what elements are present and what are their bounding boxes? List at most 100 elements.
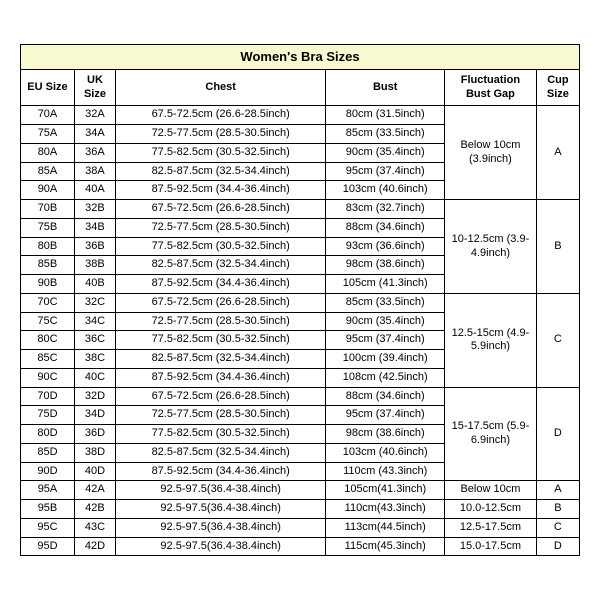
table-row: 95C43C92.5-97.5(36.4-38.4inch)113cm(44.5… — [21, 518, 580, 537]
cell-eu: 75B — [21, 218, 75, 237]
cell-bust: 115cm(45.3inch) — [326, 537, 445, 556]
cell-uk: 40D — [74, 462, 115, 481]
cell-uk: 38B — [74, 256, 115, 275]
cell-uk: 34D — [74, 406, 115, 425]
cell-eu: 80A — [21, 143, 75, 162]
cell-bust: 95cm (37.4inch) — [326, 331, 445, 350]
table-row: 70B32B67.5-72.5cm (26.6-28.5inch)83cm (3… — [21, 200, 580, 219]
cell-eu: 90C — [21, 368, 75, 387]
cell-chest: 72.5-77.5cm (28.5-30.5inch) — [115, 312, 325, 331]
cell-uk: 32A — [74, 106, 115, 125]
cell-chest: 92.5-97.5(36.4-38.4inch) — [115, 481, 325, 500]
cell-uk: 38D — [74, 443, 115, 462]
cell-bust: 108cm (42.5inch) — [326, 368, 445, 387]
cell-bust: 90cm (35.4inch) — [326, 312, 445, 331]
cell-eu: 75D — [21, 406, 75, 425]
cell-chest: 72.5-77.5cm (28.5-30.5inch) — [115, 406, 325, 425]
cell-bust: 103cm (40.6inch) — [326, 443, 445, 462]
cell-chest: 72.5-77.5cm (28.5-30.5inch) — [115, 218, 325, 237]
cell-cup: C — [536, 293, 579, 387]
cell-eu: 95D — [21, 537, 75, 556]
cell-bust: 110cm(43.3inch) — [326, 500, 445, 519]
cell-eu: 90A — [21, 181, 75, 200]
cell-uk: 32B — [74, 200, 115, 219]
cell-fluct: 15.0-17.5cm — [445, 537, 537, 556]
cell-bust: 80cm (31.5inch) — [326, 106, 445, 125]
cell-eu: 95C — [21, 518, 75, 537]
cell-chest: 87.5-92.5cm (34.4-36.4inch) — [115, 462, 325, 481]
cell-chest: 82.5-87.5cm (32.5-34.4inch) — [115, 350, 325, 369]
cell-cup: B — [536, 200, 579, 294]
cell-bust: 105cm (41.3inch) — [326, 275, 445, 294]
cell-chest: 92.5-97.5(36.4-38.4inch) — [115, 518, 325, 537]
cell-uk: 36A — [74, 143, 115, 162]
cell-uk: 40C — [74, 368, 115, 387]
cell-bust: 88cm (34.6inch) — [326, 387, 445, 406]
cell-uk: 34B — [74, 218, 115, 237]
table-row: 95B42B92.5-97.5(36.4-38.4inch)110cm(43.3… — [21, 500, 580, 519]
cell-cup: D — [536, 537, 579, 556]
cell-uk: 40A — [74, 181, 115, 200]
cell-bust: 98cm (38.6inch) — [326, 425, 445, 444]
col-eu: EU Size — [21, 69, 75, 106]
cell-eu: 70D — [21, 387, 75, 406]
cell-eu: 85B — [21, 256, 75, 275]
cell-eu: 70C — [21, 293, 75, 312]
cell-uk: 42D — [74, 537, 115, 556]
cell-uk: 38A — [74, 162, 115, 181]
cell-cup: D — [536, 387, 579, 481]
cell-bust: 85cm (33.5inch) — [326, 125, 445, 144]
cell-chest: 77.5-82.5cm (30.5-32.5inch) — [115, 331, 325, 350]
col-cup: Cup Size — [536, 69, 579, 106]
cell-cup: C — [536, 518, 579, 537]
cell-uk: 34C — [74, 312, 115, 331]
title-row: Women's Bra Sizes — [21, 44, 580, 69]
cell-chest: 87.5-92.5cm (34.4-36.4inch) — [115, 275, 325, 294]
cell-chest: 87.5-92.5cm (34.4-36.4inch) — [115, 181, 325, 200]
cell-uk: 36C — [74, 331, 115, 350]
cell-eu: 80C — [21, 331, 75, 350]
cell-chest: 77.5-82.5cm (30.5-32.5inch) — [115, 237, 325, 256]
cell-eu: 85D — [21, 443, 75, 462]
cell-eu: 85A — [21, 162, 75, 181]
col-chest: Chest — [115, 69, 325, 106]
cell-chest: 82.5-87.5cm (32.5-34.4inch) — [115, 443, 325, 462]
cell-bust: 110cm (43.3inch) — [326, 462, 445, 481]
cell-bust: 85cm (33.5inch) — [326, 293, 445, 312]
cell-eu: 75A — [21, 125, 75, 144]
cell-cup: A — [536, 481, 579, 500]
table-row: 95D42D92.5-97.5(36.4-38.4inch)115cm(45.3… — [21, 537, 580, 556]
cell-eu: 75C — [21, 312, 75, 331]
cell-fluct: Below 10cm (3.9inch) — [445, 106, 537, 200]
table-body: 70A32A67.5-72.5cm (26.6-28.5inch)80cm (3… — [21, 106, 580, 556]
cell-chest: 67.5-72.5cm (26.6-28.5inch) — [115, 106, 325, 125]
cell-bust: 113cm(44.5inch) — [326, 518, 445, 537]
cell-eu: 95B — [21, 500, 75, 519]
table-title: Women's Bra Sizes — [21, 44, 580, 69]
cell-chest: 87.5-92.5cm (34.4-36.4inch) — [115, 368, 325, 387]
cell-fluct: 10-12.5cm (3.9-4.9inch) — [445, 200, 537, 294]
table-row: 95A42A92.5-97.5(36.4-38.4inch)105cm(41.3… — [21, 481, 580, 500]
cell-fluct: 12.5-15cm (4.9-5.9inch) — [445, 293, 537, 387]
cell-bust: 88cm (34.6inch) — [326, 218, 445, 237]
cell-chest: 67.5-72.5cm (26.6-28.5inch) — [115, 387, 325, 406]
cell-uk: 42A — [74, 481, 115, 500]
cell-eu: 70A — [21, 106, 75, 125]
cell-chest: 67.5-72.5cm (26.6-28.5inch) — [115, 200, 325, 219]
cell-bust: 95cm (37.4inch) — [326, 162, 445, 181]
col-uk: UK Size — [74, 69, 115, 106]
cell-fluct: 10.0-12.5cm — [445, 500, 537, 519]
header-row: EU Size UK Size Chest Bust Fluctuation B… — [21, 69, 580, 106]
cell-uk: 38C — [74, 350, 115, 369]
cell-uk: 40B — [74, 275, 115, 294]
cell-chest: 82.5-87.5cm (32.5-34.4inch) — [115, 162, 325, 181]
table-row: 70D32D67.5-72.5cm (26.6-28.5inch)88cm (3… — [21, 387, 580, 406]
col-fluct: Fluctuation Bust Gap — [445, 69, 537, 106]
cell-bust: 83cm (32.7inch) — [326, 200, 445, 219]
cell-cup: B — [536, 500, 579, 519]
cell-fluct: 12.5-17.5cm — [445, 518, 537, 537]
size-table: Women's Bra Sizes EU Size UK Size Chest … — [20, 44, 580, 557]
cell-eu: 70B — [21, 200, 75, 219]
cell-eu: 80B — [21, 237, 75, 256]
cell-uk: 43C — [74, 518, 115, 537]
